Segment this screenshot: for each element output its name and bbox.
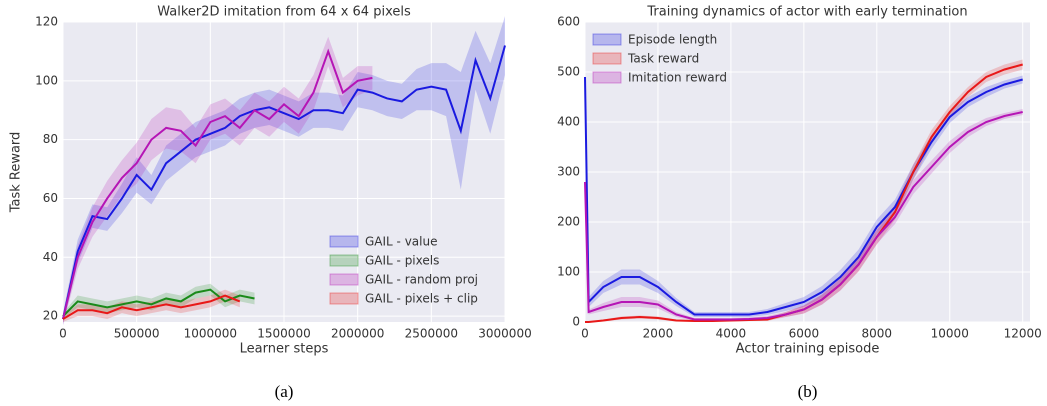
legend-label: Episode length <box>628 33 717 47</box>
y-tick-label: 40 <box>43 250 58 264</box>
series-line <box>584 76 1023 316</box>
x-tick-label: 3000000 <box>478 327 531 341</box>
confidence-band <box>585 59 1023 323</box>
y-tick-label: 100 <box>35 73 58 87</box>
confidence-band <box>585 109 1023 321</box>
x-tick-label: 6000 <box>789 327 820 341</box>
y-axis-label: Task Reward <box>9 132 24 214</box>
caption: (b) <box>798 382 818 401</box>
series-line <box>584 111 1023 321</box>
legend-swatch <box>329 292 359 305</box>
x-tick-label: 4000 <box>716 327 747 341</box>
y-tick-label: 60 <box>43 191 58 205</box>
x-tick-label: 10000 <box>931 327 969 341</box>
legend-label: Imitation reward <box>628 71 727 85</box>
y-tick-label: 0 <box>572 315 580 329</box>
chart-title: Training dynamics of actor with early te… <box>646 5 967 20</box>
x-tick-label: 1500000 <box>257 327 310 341</box>
chart-title: Walker2D imitation from 64 x 64 pixels <box>157 5 411 20</box>
legend-swatch <box>592 52 622 65</box>
y-tick-label: 120 <box>35 15 58 29</box>
legend-swatch <box>329 273 359 286</box>
legend-label: GAIL - value <box>365 235 437 249</box>
x-tick-label: 500000 <box>114 327 160 341</box>
confidence-band <box>63 36 373 325</box>
legend-label: GAIL - pixels + clip <box>365 292 478 306</box>
caption: (a) <box>275 382 294 401</box>
y-tick-label: 300 <box>557 165 580 179</box>
legend-swatch <box>592 33 622 46</box>
y-tick-label: 200 <box>557 215 580 229</box>
legend-swatch <box>329 235 359 248</box>
x-tick-label: 0 <box>59 327 67 341</box>
confidence-band <box>63 16 505 325</box>
series-line <box>62 45 506 320</box>
x-tick-label: 0 <box>581 327 589 341</box>
x-tick-label: 2000 <box>643 327 674 341</box>
y-tick-label: 600 <box>557 15 580 29</box>
y-tick-label: 500 <box>557 65 580 79</box>
legend-label: GAIL - pixels <box>365 254 439 268</box>
legend-label: Task reward <box>627 52 699 66</box>
x-tick-label: 8000 <box>862 327 893 341</box>
x-axis-label: Actor training episode <box>736 342 880 357</box>
y-tick-label: 100 <box>557 265 580 279</box>
legend-label: GAIL - random proj <box>365 273 478 287</box>
x-tick-label: 1000000 <box>184 327 237 341</box>
series-line <box>62 48 373 320</box>
series-line <box>62 294 241 320</box>
series-line <box>62 288 255 317</box>
y-tick-label: 80 <box>43 132 58 146</box>
legend-swatch <box>329 254 359 267</box>
x-tick-label: 2000000 <box>331 327 384 341</box>
x-tick-label: 12000 <box>1004 327 1042 341</box>
y-tick-label: 20 <box>43 309 58 323</box>
x-tick-label: 2500000 <box>405 327 458 341</box>
x-axis-label: Learner steps <box>240 342 329 357</box>
y-tick-label: 400 <box>557 115 580 129</box>
legend-swatch <box>592 71 622 84</box>
